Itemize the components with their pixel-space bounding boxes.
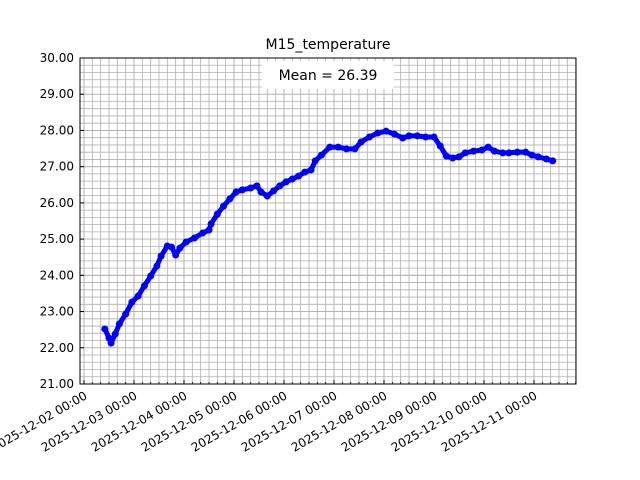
series-point: [207, 220, 215, 228]
grid: [80, 57, 577, 385]
series-point: [470, 147, 478, 155]
series-point: [282, 178, 290, 186]
y-tick-label: 28.00: [40, 123, 74, 137]
series-point: [436, 142, 444, 150]
series-point: [534, 153, 542, 161]
series-point: [213, 210, 221, 218]
plot-background: [80, 58, 576, 384]
series-point: [288, 175, 296, 183]
y-tick-label: 27.00: [40, 160, 74, 174]
y-tick-label: 21.00: [40, 377, 74, 391]
series-point: [374, 129, 382, 137]
x-tick-label: 2025-12-11 00:00: [439, 388, 540, 454]
series-point: [490, 147, 498, 155]
chart-title: M15_temperature: [266, 37, 391, 53]
series-point: [513, 148, 521, 156]
series-point: [365, 133, 373, 141]
y-tick-label: 30.00: [40, 51, 74, 65]
series-point: [351, 145, 359, 153]
series-point: [167, 243, 175, 251]
series-point: [449, 154, 457, 162]
series-point: [238, 186, 246, 194]
series-point: [107, 339, 115, 347]
series-point: [484, 143, 492, 151]
series-point: [263, 192, 271, 200]
series-point: [422, 133, 430, 141]
series-point: [326, 143, 334, 151]
series-line: [102, 128, 554, 346]
series-point: [253, 182, 261, 190]
series-point: [357, 138, 365, 146]
series-point: [176, 244, 184, 252]
series-point: [257, 188, 265, 196]
series-point: [276, 182, 284, 190]
series-point: [101, 325, 109, 333]
series-point: [140, 282, 148, 290]
series-point: [199, 229, 207, 237]
series-point: [205, 226, 213, 234]
annotation-box: [262, 61, 394, 89]
y-tick-label: 25.00: [40, 232, 74, 246]
series-point: [190, 234, 198, 242]
series-point: [455, 153, 463, 161]
series-point: [232, 188, 240, 196]
series-point: [111, 330, 119, 338]
series-point: [301, 168, 309, 176]
series-point: [334, 143, 342, 151]
y-tick-label: 24.00: [40, 268, 74, 282]
series-point: [172, 251, 180, 259]
series-point: [390, 130, 398, 138]
y-tick-label: 26.00: [40, 196, 74, 210]
series-point: [549, 157, 557, 165]
series-point: [147, 272, 155, 280]
series-point: [478, 146, 486, 154]
y-tick-label: 29.00: [40, 87, 74, 101]
series-point: [505, 149, 513, 157]
series-point: [153, 262, 161, 270]
series-point: [528, 151, 536, 159]
series-point: [295, 172, 303, 180]
series-point: [226, 195, 234, 203]
series-point: [134, 292, 142, 300]
series-point: [382, 127, 390, 135]
series-point: [542, 155, 550, 163]
series-point: [115, 320, 123, 328]
plot-frame: [79, 57, 577, 385]
series-point: [499, 149, 507, 157]
series-point: [270, 187, 278, 195]
series-point: [522, 148, 530, 156]
series-point: [442, 152, 450, 160]
series-point: [157, 252, 165, 260]
series-point: [342, 145, 350, 153]
series-point: [430, 133, 438, 141]
series-point: [413, 132, 421, 140]
series-point: [317, 151, 325, 159]
series-point: [307, 166, 315, 174]
series-point: [220, 202, 228, 210]
y-tick-label: 23.00: [40, 305, 74, 319]
series-point: [405, 132, 413, 140]
series-point: [399, 134, 407, 142]
series-point: [182, 238, 190, 246]
series-point: [461, 149, 469, 157]
series-point: [122, 310, 130, 318]
series-point: [311, 157, 319, 165]
series-point: [247, 184, 255, 192]
y-tick-label: 22.00: [40, 341, 74, 355]
series-point: [128, 298, 136, 306]
annotation: Mean = 26.39: [279, 68, 378, 84]
